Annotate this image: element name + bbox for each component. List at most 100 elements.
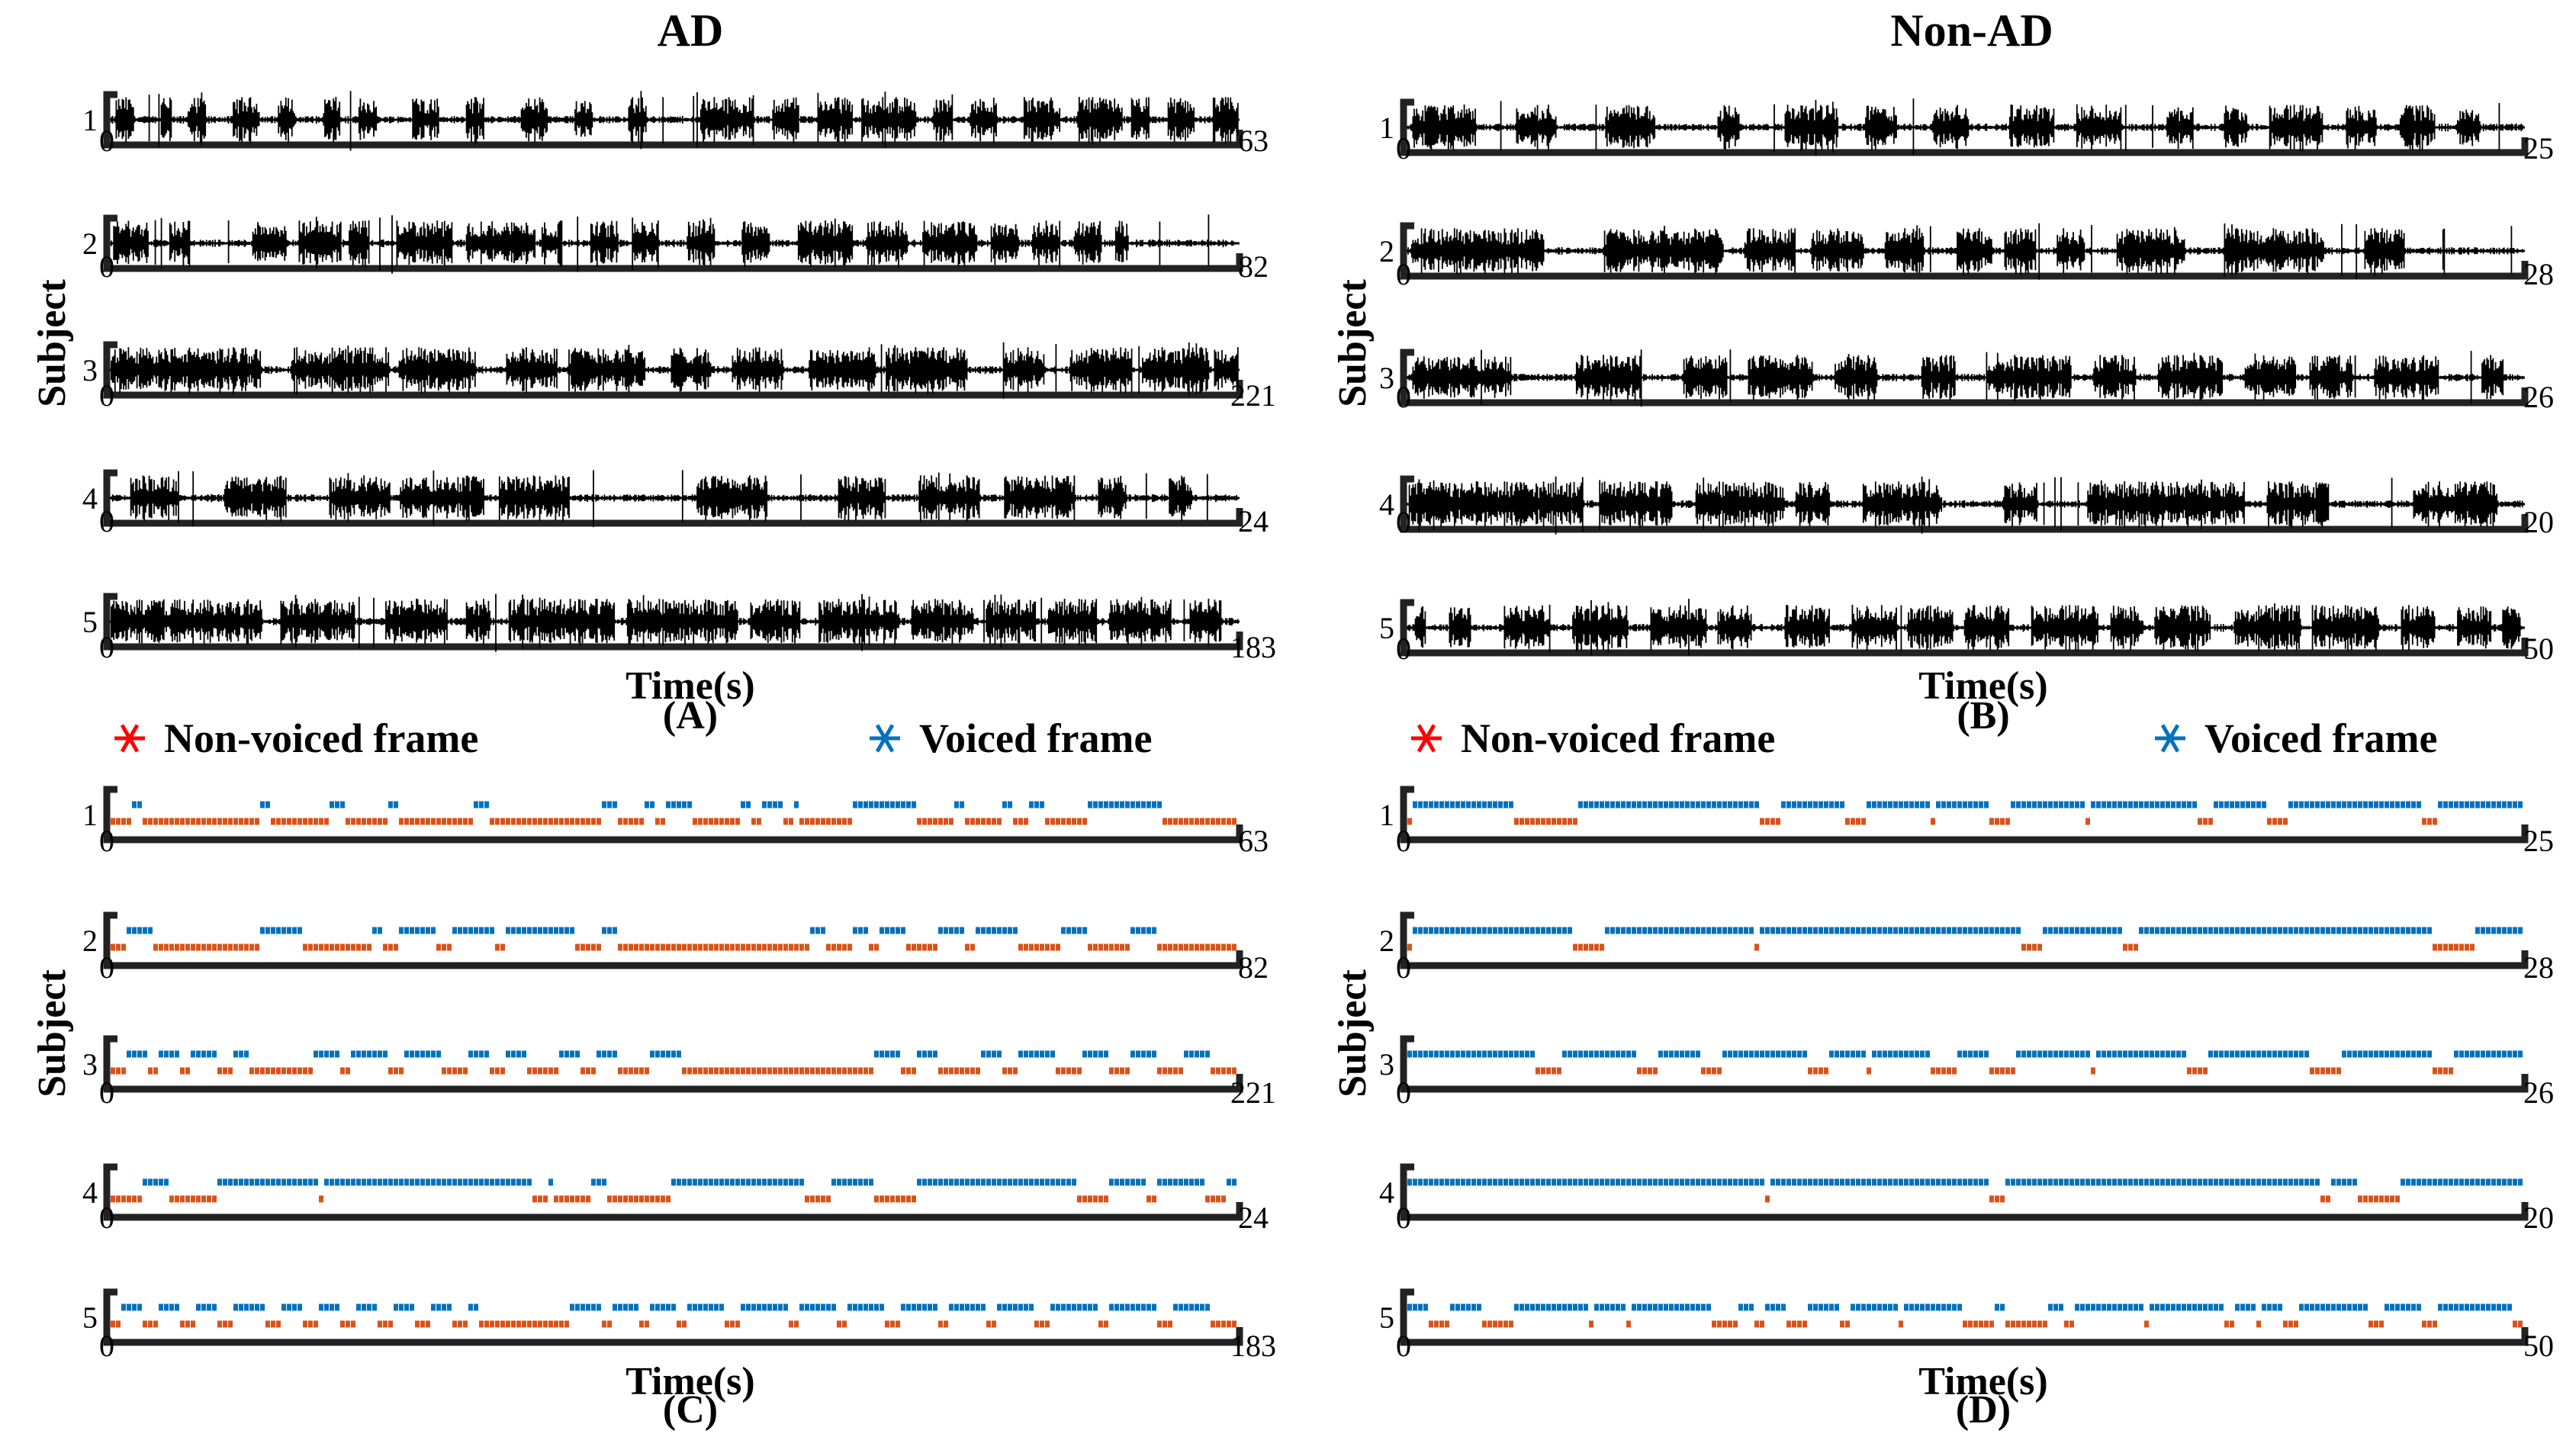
x-tick-max: 183 xyxy=(1230,630,1276,664)
axis-frame xyxy=(103,91,1243,149)
y-tick-label: 1 xyxy=(82,103,98,137)
x-tick-zero: 0 xyxy=(99,824,114,858)
y-tick-label: 4 xyxy=(82,1175,98,1210)
waveform-envelope xyxy=(1407,98,2523,156)
y-tick-label: 2 xyxy=(82,227,98,261)
axis-frame xyxy=(103,214,1243,272)
y-tick-label: 5 xyxy=(82,605,98,639)
waveform-envelope xyxy=(111,91,1239,151)
panel-title: Non-AD xyxy=(1890,5,2053,56)
x-tick-max: 28 xyxy=(2523,257,2554,291)
x-tick-max: 24 xyxy=(1238,1200,1269,1235)
panel-label: (C) xyxy=(663,1388,718,1432)
subject-row-5: 50 50 xyxy=(1379,1288,2554,1363)
subject-row-4: 40 24 xyxy=(82,469,1269,538)
panel-c: Subject Time(s)(C) Non-voiced frame Voiced … xyxy=(31,715,1276,1432)
x-tick-zero: 0 xyxy=(99,504,114,538)
y-tick-label: 4 xyxy=(1379,487,1394,522)
panel-label: (B) xyxy=(1957,694,2009,738)
waveform-envelope xyxy=(1407,476,2523,535)
x-tick-zero: 0 xyxy=(1396,1075,1411,1110)
legend-voiced-label: Voiced frame xyxy=(919,715,1152,761)
x-tick-max: 26 xyxy=(2523,380,2554,414)
axis-frame xyxy=(103,911,1243,969)
y-tick-label: 2 xyxy=(1379,234,1394,268)
x-tick-max: 221 xyxy=(1230,1075,1276,1110)
x-axis-label: Time(s) xyxy=(1918,1360,2047,1403)
x-tick-max: 24 xyxy=(1238,504,1269,538)
waveform xyxy=(111,342,1239,399)
x-tick-zero: 0 xyxy=(99,1200,114,1235)
axis-frame xyxy=(1400,1035,2529,1093)
waveform xyxy=(1407,223,2523,280)
waveform-envelope xyxy=(111,470,1239,528)
legend-nonvoiced-marker-icon xyxy=(114,724,145,753)
x-tick-max: 82 xyxy=(1238,950,1269,985)
waveform-envelope xyxy=(111,593,1239,652)
legend: Non-voiced frame Voiced frame xyxy=(1411,715,2437,761)
panel-label: (A) xyxy=(663,694,718,738)
axis-frame xyxy=(103,1035,1243,1093)
subject-row-4: 40 20 xyxy=(1379,1163,2554,1235)
axis-frame xyxy=(103,341,1243,399)
frame-markers xyxy=(1407,927,2523,951)
y-tick-label: 2 xyxy=(1379,924,1394,958)
x-tick-zero: 0 xyxy=(99,124,114,158)
y-tick-label: 1 xyxy=(82,798,98,832)
y-tick-label: 2 xyxy=(82,924,98,958)
subject-row-1: 10 25 xyxy=(1379,786,2554,858)
y-axis-label: Subject xyxy=(31,969,74,1098)
axis-frame xyxy=(1400,349,2529,407)
x-tick-zero: 0 xyxy=(99,950,114,985)
y-tick-label: 1 xyxy=(1379,111,1394,145)
x-tick-max: 50 xyxy=(2523,1329,2554,1363)
x-tick-zero: 0 xyxy=(1396,632,1411,666)
waveform-envelope xyxy=(111,342,1239,399)
x-axis-label: Time(s) xyxy=(625,664,754,708)
legend-voiced-marker-icon xyxy=(2155,724,2185,753)
x-tick-max: 20 xyxy=(2523,505,2554,539)
subject-row-3: 30 221 xyxy=(82,341,1276,413)
axis-frame xyxy=(1400,911,2529,969)
x-axis-label: Time(s) xyxy=(625,1360,754,1403)
waveform xyxy=(111,593,1239,652)
legend: Non-voiced frame Voiced frame xyxy=(114,715,1152,761)
axis-frame xyxy=(103,1288,1243,1346)
x-tick-zero: 0 xyxy=(1396,950,1411,985)
x-tick-zero: 0 xyxy=(1396,824,1411,858)
x-tick-zero: 0 xyxy=(1396,1200,1411,1235)
x-tick-max: 82 xyxy=(1238,249,1269,284)
x-tick-zero: 0 xyxy=(99,1329,114,1363)
subject-row-5: 50 183 xyxy=(82,593,1276,664)
waveform xyxy=(1407,599,2523,656)
frame-markers xyxy=(1407,801,2523,825)
axis-frame xyxy=(1400,1288,2529,1346)
y-tick-label: 4 xyxy=(82,481,98,516)
subject-row-2: 20 28 xyxy=(1379,911,2554,985)
x-tick-max: 28 xyxy=(2523,950,2554,985)
axis-frame xyxy=(103,1163,1243,1221)
x-tick-zero: 0 xyxy=(1396,380,1411,414)
subject-row-3: 30 221 xyxy=(82,1035,1276,1110)
subject-row-1: 10 63 xyxy=(82,786,1269,858)
waveform-envelope xyxy=(111,214,1239,274)
subject-row-5: 50 183 xyxy=(82,1288,1276,1363)
y-axis-label: Subject xyxy=(31,279,74,407)
x-tick-max: 25 xyxy=(2523,824,2554,858)
axis-frame xyxy=(103,593,1243,651)
waveform-envelope xyxy=(1407,223,2523,280)
waveform xyxy=(1407,98,2523,156)
y-tick-label: 3 xyxy=(82,353,98,387)
axis-frame xyxy=(1400,475,2529,533)
y-tick-label: 1 xyxy=(1379,798,1394,832)
x-tick-zero: 0 xyxy=(99,630,114,664)
y-tick-label: 3 xyxy=(82,1047,98,1082)
axis-frame xyxy=(1400,1163,2529,1221)
x-tick-max: 26 xyxy=(2523,1075,2554,1110)
y-tick-label: 5 xyxy=(1379,1300,1394,1335)
y-tick-label: 3 xyxy=(1379,1047,1394,1082)
x-tick-max: 183 xyxy=(1230,1329,1276,1363)
panel-title: AD xyxy=(658,5,724,56)
